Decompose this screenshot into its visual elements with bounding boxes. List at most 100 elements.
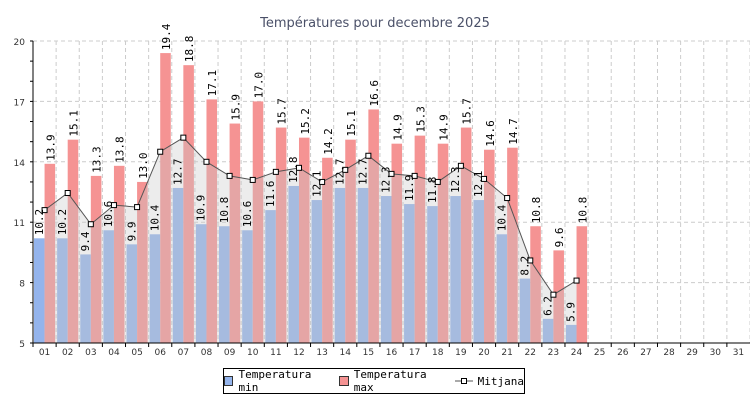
x-tick-label: 05 — [131, 348, 142, 358]
bar-max — [160, 53, 171, 343]
x-tick-label: 31 — [733, 348, 744, 358]
bar-max — [67, 139, 79, 343]
data-label-max: 15.7 — [461, 98, 474, 125]
legend-item-mitjana: Mitjana — [454, 374, 524, 388]
mitjana-point — [527, 257, 534, 264]
data-label-max: 15.3 — [414, 106, 427, 133]
mitjana-line — [44, 137, 577, 296]
data-label-min: 10.6 — [102, 201, 115, 228]
mitjana-point — [573, 277, 580, 284]
y-tick-label: 17 — [14, 98, 25, 108]
legend-swatch-min — [224, 376, 234, 386]
x-tick-label: 07 — [178, 348, 189, 358]
data-label-max: 18.8 — [183, 36, 196, 63]
data-label-max: 13.8 — [114, 136, 127, 163]
data-label-max: 14.2 — [322, 128, 335, 155]
chart-title: Températures pour decembre 2025 — [260, 16, 490, 31]
mitjana-point — [180, 134, 187, 141]
mitjana-point — [504, 195, 511, 202]
y-tick-label: 11 — [14, 219, 25, 229]
legend-line-icon — [454, 378, 473, 384]
data-label-min: 10.4 — [495, 204, 508, 231]
x-tick-label: 27 — [640, 348, 651, 358]
legend-swatch-max — [339, 376, 349, 386]
bar-max — [183, 65, 194, 343]
bar-max — [507, 147, 518, 343]
x-tick-label: 23 — [548, 348, 559, 358]
mitjana-point — [157, 148, 164, 155]
x-tick-label: 06 — [154, 348, 166, 358]
bar-min — [288, 185, 299, 343]
data-label-min: 10.2 — [56, 209, 69, 236]
mitjana-point — [249, 176, 256, 183]
bar-max — [391, 143, 403, 343]
legend-label-mitjana: Mitjana — [477, 374, 524, 388]
bar-min — [450, 196, 461, 343]
data-label-max: 19.4 — [160, 23, 173, 50]
y-tick-label: 14 — [14, 159, 26, 169]
x-tick-label: 14 — [340, 348, 352, 358]
bar-min — [265, 210, 276, 343]
bar-max — [298, 137, 310, 343]
x-tick-label: 03 — [85, 348, 96, 358]
x-tick-label: 20 — [478, 348, 490, 358]
legend-item-max: Temperatura max — [339, 368, 446, 394]
legend: Temperatura min Temperatura max Mitjana — [223, 368, 525, 394]
x-tick-label: 19 — [455, 348, 467, 358]
bar-min — [149, 234, 161, 343]
data-label-min: 12.8 — [287, 156, 300, 183]
data-label-max: 14.9 — [391, 114, 404, 141]
data-label-max: 13.3 — [91, 146, 104, 173]
x-tick-label: 04 — [108, 348, 120, 358]
mitjana-point — [342, 166, 349, 173]
bar-max — [113, 165, 125, 343]
bar-max — [137, 181, 148, 343]
bar-max — [229, 123, 241, 344]
y-tick-label: 20 — [14, 38, 26, 48]
mitjana-point — [203, 158, 210, 165]
x-tick-label: 22 — [525, 348, 536, 358]
mitjana-point — [272, 168, 279, 175]
bar-min — [404, 204, 415, 343]
data-label-max: 15.1 — [67, 110, 80, 137]
data-label-min: 11.9 — [403, 175, 416, 202]
bar-min — [172, 187, 184, 343]
data-label-max: 13.0 — [137, 152, 150, 179]
data-label-min: 11.6 — [264, 181, 277, 208]
mitjana-point — [411, 172, 418, 179]
data-label-min: 11.8 — [426, 177, 439, 204]
legend-label-max: Temperatura max — [353, 368, 427, 394]
data-label-min: 8.2 — [518, 256, 531, 276]
x-tick-label: 24 — [571, 348, 583, 358]
mitjana-point — [457, 162, 464, 169]
data-label-min: 5.9 — [565, 302, 578, 322]
data-label-max: 14.9 — [438, 114, 451, 141]
mitjana-point — [64, 190, 71, 197]
data-label-min: 12.7 — [357, 158, 370, 185]
bar-min — [380, 196, 392, 343]
mitjana-point — [434, 178, 441, 185]
mitjana-point — [365, 152, 372, 159]
mitjana-point — [295, 164, 302, 171]
bar-min — [57, 238, 68, 343]
x-tick-label: 08 — [201, 348, 213, 358]
x-tick-label: 02 — [62, 348, 73, 358]
bar-max — [206, 99, 218, 344]
data-label-max: 10.8 — [530, 197, 543, 224]
x-tick-label: 18 — [432, 348, 444, 358]
bar-max — [553, 250, 564, 343]
x-tick-label: 10 — [247, 348, 259, 358]
data-label-min: 10.6 — [241, 201, 254, 228]
bar-min — [219, 226, 230, 343]
bar-min — [542, 318, 554, 343]
x-tick-label: 12 — [293, 348, 304, 358]
data-label-min: 6.2 — [542, 296, 555, 316]
data-label-min: 12.3 — [380, 167, 393, 194]
data-label-min: 10.9 — [195, 195, 208, 222]
mitjana-point — [550, 291, 557, 298]
mitjana-point — [41, 207, 48, 214]
data-label-max: 13.9 — [44, 134, 57, 161]
legend-item-min: Temperatura min — [224, 368, 331, 394]
x-tick-label: 16 — [386, 348, 398, 358]
bar-max — [345, 139, 356, 343]
